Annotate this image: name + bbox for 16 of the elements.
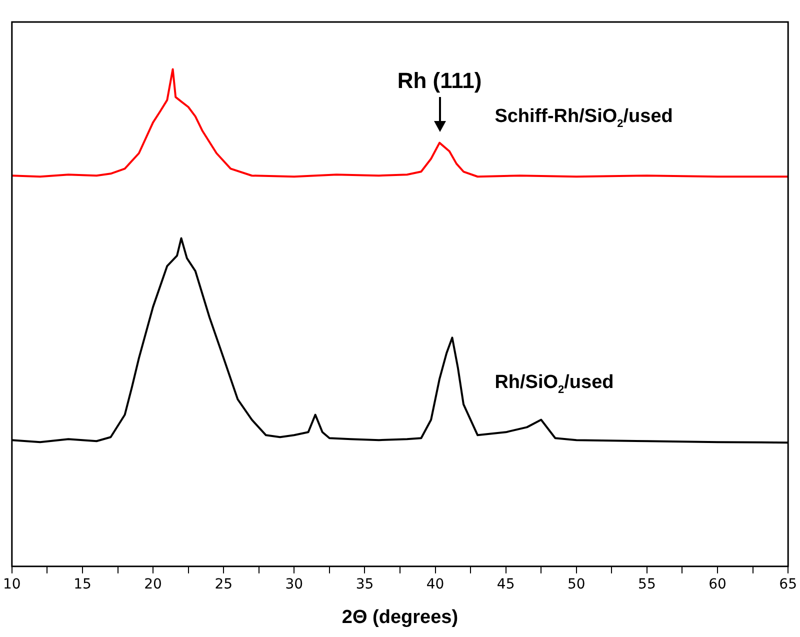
x-tick-label: 60 — [708, 576, 726, 592]
series-label: Rh/SiO$_{2}$/used — [494, 372, 614, 396]
x-tick-label: 50 — [567, 576, 586, 592]
x-tick-label: 10 — [2, 576, 21, 592]
x-tick-label: 55 — [638, 576, 656, 592]
x-tick-label: 35 — [356, 576, 374, 592]
x-tick-label: 20 — [144, 576, 162, 592]
x-axis-title: 2Θ (degrees) — [342, 606, 458, 628]
x-tick-label: 15 — [74, 576, 92, 592]
x-tick-label: 45 — [496, 576, 515, 592]
x-tick-label: 65 — [779, 576, 798, 592]
text: Schiff-Rh/SiO$_{2}$/used — [494, 106, 673, 130]
annotation: Rh (111) — [397, 68, 482, 93]
x-tick-label: 30 — [285, 576, 304, 592]
x-tick-label: 40 — [426, 576, 444, 592]
x-tick-label: 25 — [214, 576, 233, 592]
